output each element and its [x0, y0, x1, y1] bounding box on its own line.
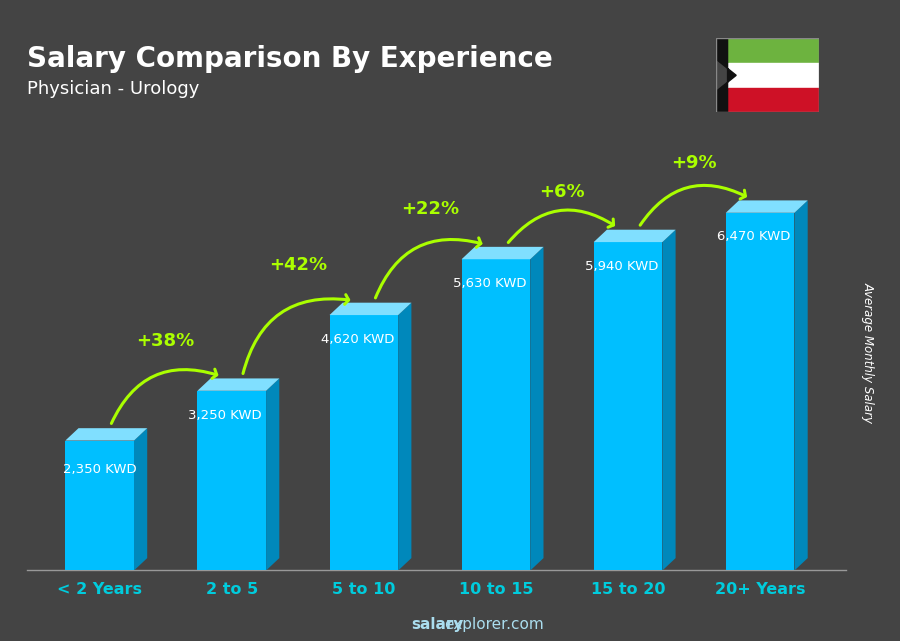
Polygon shape: [462, 247, 544, 259]
Text: 5,940 KWD: 5,940 KWD: [585, 260, 658, 273]
Text: 6,470 KWD: 6,470 KWD: [716, 231, 790, 244]
Bar: [66, 440, 134, 570]
Text: salary: salary: [411, 617, 464, 633]
Polygon shape: [329, 303, 411, 315]
Polygon shape: [662, 229, 676, 570]
Polygon shape: [716, 38, 736, 112]
Bar: [594, 242, 662, 570]
Polygon shape: [795, 201, 807, 570]
Text: 4,620 KWD: 4,620 KWD: [320, 333, 394, 345]
Text: 2,350 KWD: 2,350 KWD: [63, 463, 136, 476]
Text: explorer.com: explorer.com: [445, 617, 544, 633]
Text: +42%: +42%: [269, 256, 327, 274]
Text: Physician - Urology: Physician - Urology: [27, 80, 200, 98]
Text: Salary Comparison By Experience: Salary Comparison By Experience: [27, 45, 553, 73]
Polygon shape: [530, 247, 544, 570]
Text: +38%: +38%: [137, 331, 194, 350]
Text: +9%: +9%: [671, 154, 717, 172]
Bar: [462, 259, 530, 570]
Polygon shape: [398, 303, 411, 570]
Text: +22%: +22%: [400, 200, 459, 218]
Polygon shape: [134, 428, 148, 570]
Bar: [727, 38, 819, 63]
Bar: [727, 63, 819, 88]
Text: Average Monthly Salary: Average Monthly Salary: [862, 282, 875, 423]
Bar: [329, 315, 398, 570]
Text: +6%: +6%: [539, 183, 585, 201]
Polygon shape: [725, 201, 807, 213]
Polygon shape: [266, 378, 279, 570]
Bar: [725, 213, 795, 570]
Polygon shape: [197, 378, 279, 391]
Bar: [727, 88, 819, 112]
Text: 5,630 KWD: 5,630 KWD: [453, 277, 526, 290]
Polygon shape: [594, 229, 676, 242]
Polygon shape: [66, 428, 148, 440]
Bar: [197, 391, 266, 570]
Text: 3,250 KWD: 3,250 KWD: [188, 408, 262, 422]
